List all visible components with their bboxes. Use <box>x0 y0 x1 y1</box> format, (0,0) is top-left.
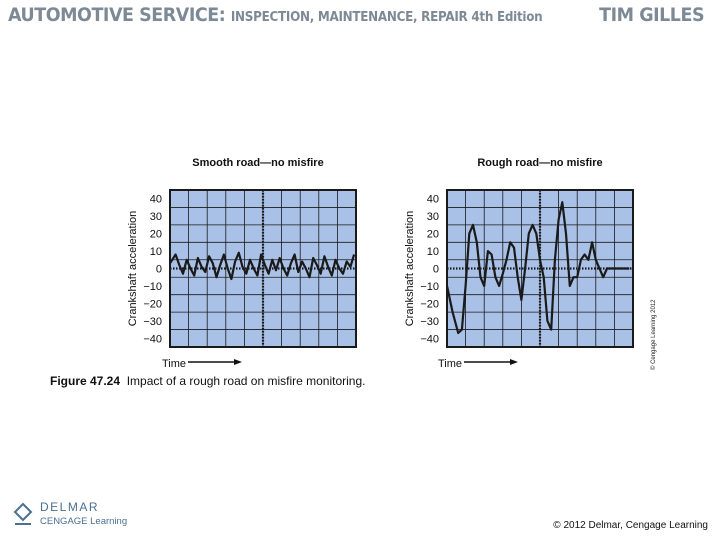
chart2-xlabel: Time <box>438 358 462 370</box>
chart1-ytick-label: −40 <box>143 333 162 345</box>
chart2-ytick-label: 0 <box>433 264 439 276</box>
chart2-ytick-label: 10 <box>427 246 439 258</box>
header: AUTOMOTIVE SERVICE: INSPECTION, MAINTENA… <box>8 4 712 28</box>
book-author: TIM GILLES <box>599 4 704 26</box>
logo-text-cengage: CENGAGE Learning <box>40 516 128 527</box>
chart1-xlabel: Time <box>162 358 186 370</box>
chart2-ytick-label: −20 <box>420 298 439 310</box>
book-title-sub: INSPECTION, MAINTENANCE, REPAIR 4th Edit… <box>230 10 543 25</box>
chart2-ytick-label: −30 <box>420 316 439 328</box>
chart1-ytick-label: −20 <box>143 298 162 310</box>
chart2-series-line <box>445 201 630 335</box>
chart2-ytick-label: −10 <box>420 281 439 293</box>
chart2-ytick-label: 30 <box>427 211 439 223</box>
chart1-series-line <box>169 251 356 281</box>
book-title-main: AUTOMOTIVE SERVICE: <box>8 4 226 26</box>
chart2-ylabel: Crankshaft acceleration <box>404 211 416 327</box>
chart1-ytick-label: 0 <box>156 264 162 276</box>
chart2-title: Rough road—no misfire <box>477 157 602 169</box>
chart1-ytick-label: 20 <box>150 229 162 241</box>
footer-copyright: © 2012 Delmar, Cengage Learning <box>553 520 708 531</box>
vertical-copyright: © Cengage Learning 2012 <box>651 299 657 370</box>
chart1-ytick-label: 10 <box>150 246 162 258</box>
chart2-time-arrow-head <box>510 359 518 365</box>
book-title: AUTOMOTIVE SERVICE: INSPECTION, MAINTENA… <box>8 4 543 26</box>
chart1-ytick-label: −30 <box>143 316 162 328</box>
chart1-ytick-label: 40 <box>150 194 162 206</box>
chart2-ytick-label: 20 <box>427 229 439 241</box>
chart2-ytick-label: −40 <box>420 333 439 345</box>
caption-text: Impact of a rough road on misfire monito… <box>126 374 366 388</box>
chart2-ytick-label: 40 <box>427 194 439 206</box>
chart1-title: Smooth road—no misfire <box>192 157 323 169</box>
logo-mark-icon <box>13 502 33 525</box>
chart1-ylabel: Crankshaft acceleration <box>127 211 139 327</box>
figure-caption: Figure 47.24 Impact of a rough road on m… <box>50 374 365 388</box>
chart1-ytick-label: 30 <box>150 211 162 223</box>
chart1-ytick-label: −10 <box>143 281 162 293</box>
logo-text-delmar: DELMAR <box>40 500 100 514</box>
caption-number: Figure 47.24 <box>50 374 121 388</box>
chart1-time-arrow-head <box>234 359 242 365</box>
delmar-logo: DELMAR CENGAGE Learning <box>12 500 142 532</box>
